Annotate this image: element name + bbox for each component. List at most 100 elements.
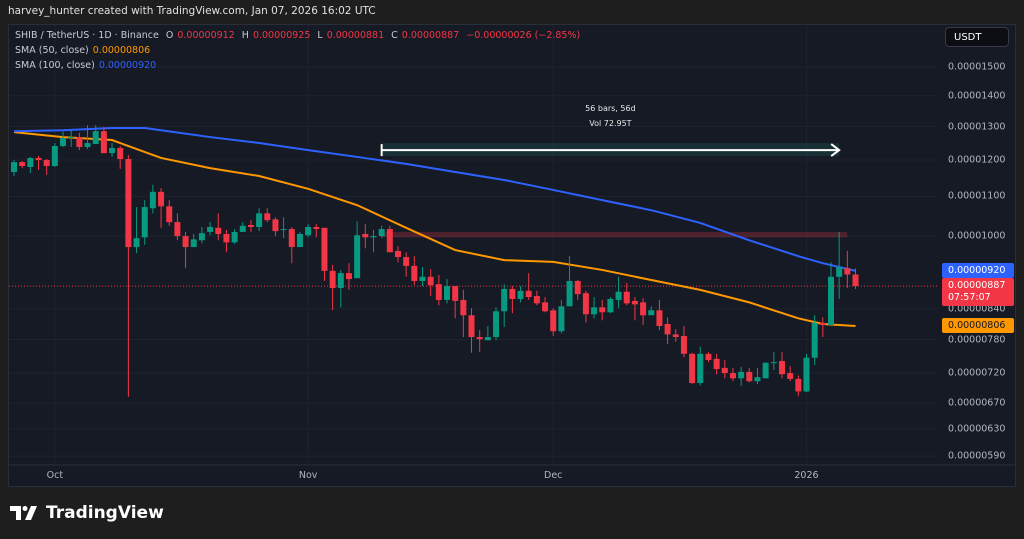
candle <box>43 159 50 175</box>
candle-body <box>844 268 851 275</box>
candle <box>721 359 728 379</box>
candle-body <box>272 219 279 232</box>
sma50-legend[interactable]: SMA (50, close) 0.00000806 <box>15 45 154 56</box>
candle <box>84 125 91 150</box>
candle <box>729 367 736 382</box>
candle-body <box>631 300 638 305</box>
candle <box>174 213 181 241</box>
candle <box>844 250 851 288</box>
candle-body <box>92 131 99 145</box>
tradingview-logo[interactable]: TradingView <box>10 503 164 523</box>
candle <box>76 132 83 151</box>
candle-body <box>198 233 205 241</box>
candle-body <box>84 143 91 148</box>
candle <box>296 231 303 248</box>
price-tick-label: 0.00000630 <box>948 423 1006 435</box>
candle-body <box>19 162 26 167</box>
candle <box>272 217 279 237</box>
chart-panel[interactable] <box>8 24 1016 487</box>
candle <box>182 231 189 269</box>
candle-body <box>305 227 312 236</box>
candle <box>288 227 295 264</box>
price-tick-label: 0.00000720 <box>948 367 1006 379</box>
candle-body <box>574 280 581 295</box>
candle <box>672 329 679 342</box>
sma50-price-badge: 0.00000806 <box>942 318 1014 333</box>
candle-body <box>550 310 557 332</box>
candle <box>411 256 418 286</box>
price-tick-label: 0.00001400 <box>948 90 1006 102</box>
candle-body <box>231 231 238 243</box>
candle <box>476 330 483 353</box>
sma100-legend[interactable]: SMA (100, close) 0.00000920 <box>15 60 160 71</box>
candle <box>305 224 312 238</box>
time-tick-label: 2026 <box>794 470 819 481</box>
candle-body <box>787 373 794 379</box>
candle-body <box>460 299 467 316</box>
candle <box>591 297 598 319</box>
candle <box>762 362 769 379</box>
candle-body <box>239 225 246 232</box>
sma100-price-badge: 0.00000920 <box>942 262 1014 278</box>
candle <box>321 227 328 281</box>
candle <box>836 231 843 299</box>
candle <box>313 224 320 238</box>
candle-body <box>795 378 802 392</box>
candle-body <box>762 362 769 379</box>
candle <box>264 208 271 223</box>
candle <box>631 297 638 321</box>
candle-body <box>582 293 589 315</box>
plot-area <box>9 125 939 397</box>
high-value: 0.00000925 <box>252 30 311 41</box>
candle-body <box>648 310 655 316</box>
symbol-legend[interactable]: SHIB / TetherUS · 1D · Binance O 0.000009… <box>15 30 584 41</box>
candle <box>509 286 516 314</box>
candle <box>468 308 475 353</box>
symbol-name[interactable]: SHIB / TetherUS · 1D · Binance <box>15 30 159 41</box>
candle-body <box>640 302 647 316</box>
candle <box>778 352 785 379</box>
candle-body <box>76 137 83 148</box>
candle-body <box>190 239 197 248</box>
candle-body <box>337 273 344 288</box>
date-range-bars-label: 56 bars, 56d <box>585 104 636 113</box>
close-value: 0.00000887 <box>401 30 460 41</box>
candle <box>623 282 630 306</box>
candle-body <box>125 159 132 248</box>
candle-body <box>247 224 254 228</box>
candle-body <box>394 250 401 258</box>
candle-body <box>746 371 753 382</box>
candle <box>656 299 663 331</box>
price-tick-label: 0.00001200 <box>948 154 1006 166</box>
candle-body <box>476 337 483 340</box>
sma50-label[interactable]: SMA (50, close) <box>15 45 89 56</box>
candle <box>19 161 26 169</box>
candle-body <box>378 229 385 237</box>
candle-body <box>223 233 230 243</box>
candle-body <box>288 229 295 248</box>
candle-body <box>100 131 107 154</box>
last-price-value: 0.00000887 <box>948 280 1006 292</box>
candle <box>493 307 500 341</box>
candle-body <box>166 206 173 223</box>
candle <box>803 353 810 393</box>
sma100-label[interactable]: SMA (100, close) <box>15 60 95 71</box>
candle <box>517 286 524 303</box>
candle <box>133 207 140 254</box>
candle <box>444 279 451 304</box>
candle <box>11 160 17 176</box>
candle-body <box>468 315 475 338</box>
candle <box>68 130 75 148</box>
candle-body <box>174 222 181 237</box>
candle <box>337 269 344 308</box>
candle-body <box>313 227 320 230</box>
candle <box>525 273 532 300</box>
candle <box>680 326 687 358</box>
currency-button[interactable]: USDT <box>945 27 1009 47</box>
candle-body <box>713 358 720 370</box>
sma50-line <box>13 131 856 328</box>
candle <box>452 286 459 319</box>
candle-body <box>689 353 696 384</box>
candle-body <box>615 291 622 300</box>
